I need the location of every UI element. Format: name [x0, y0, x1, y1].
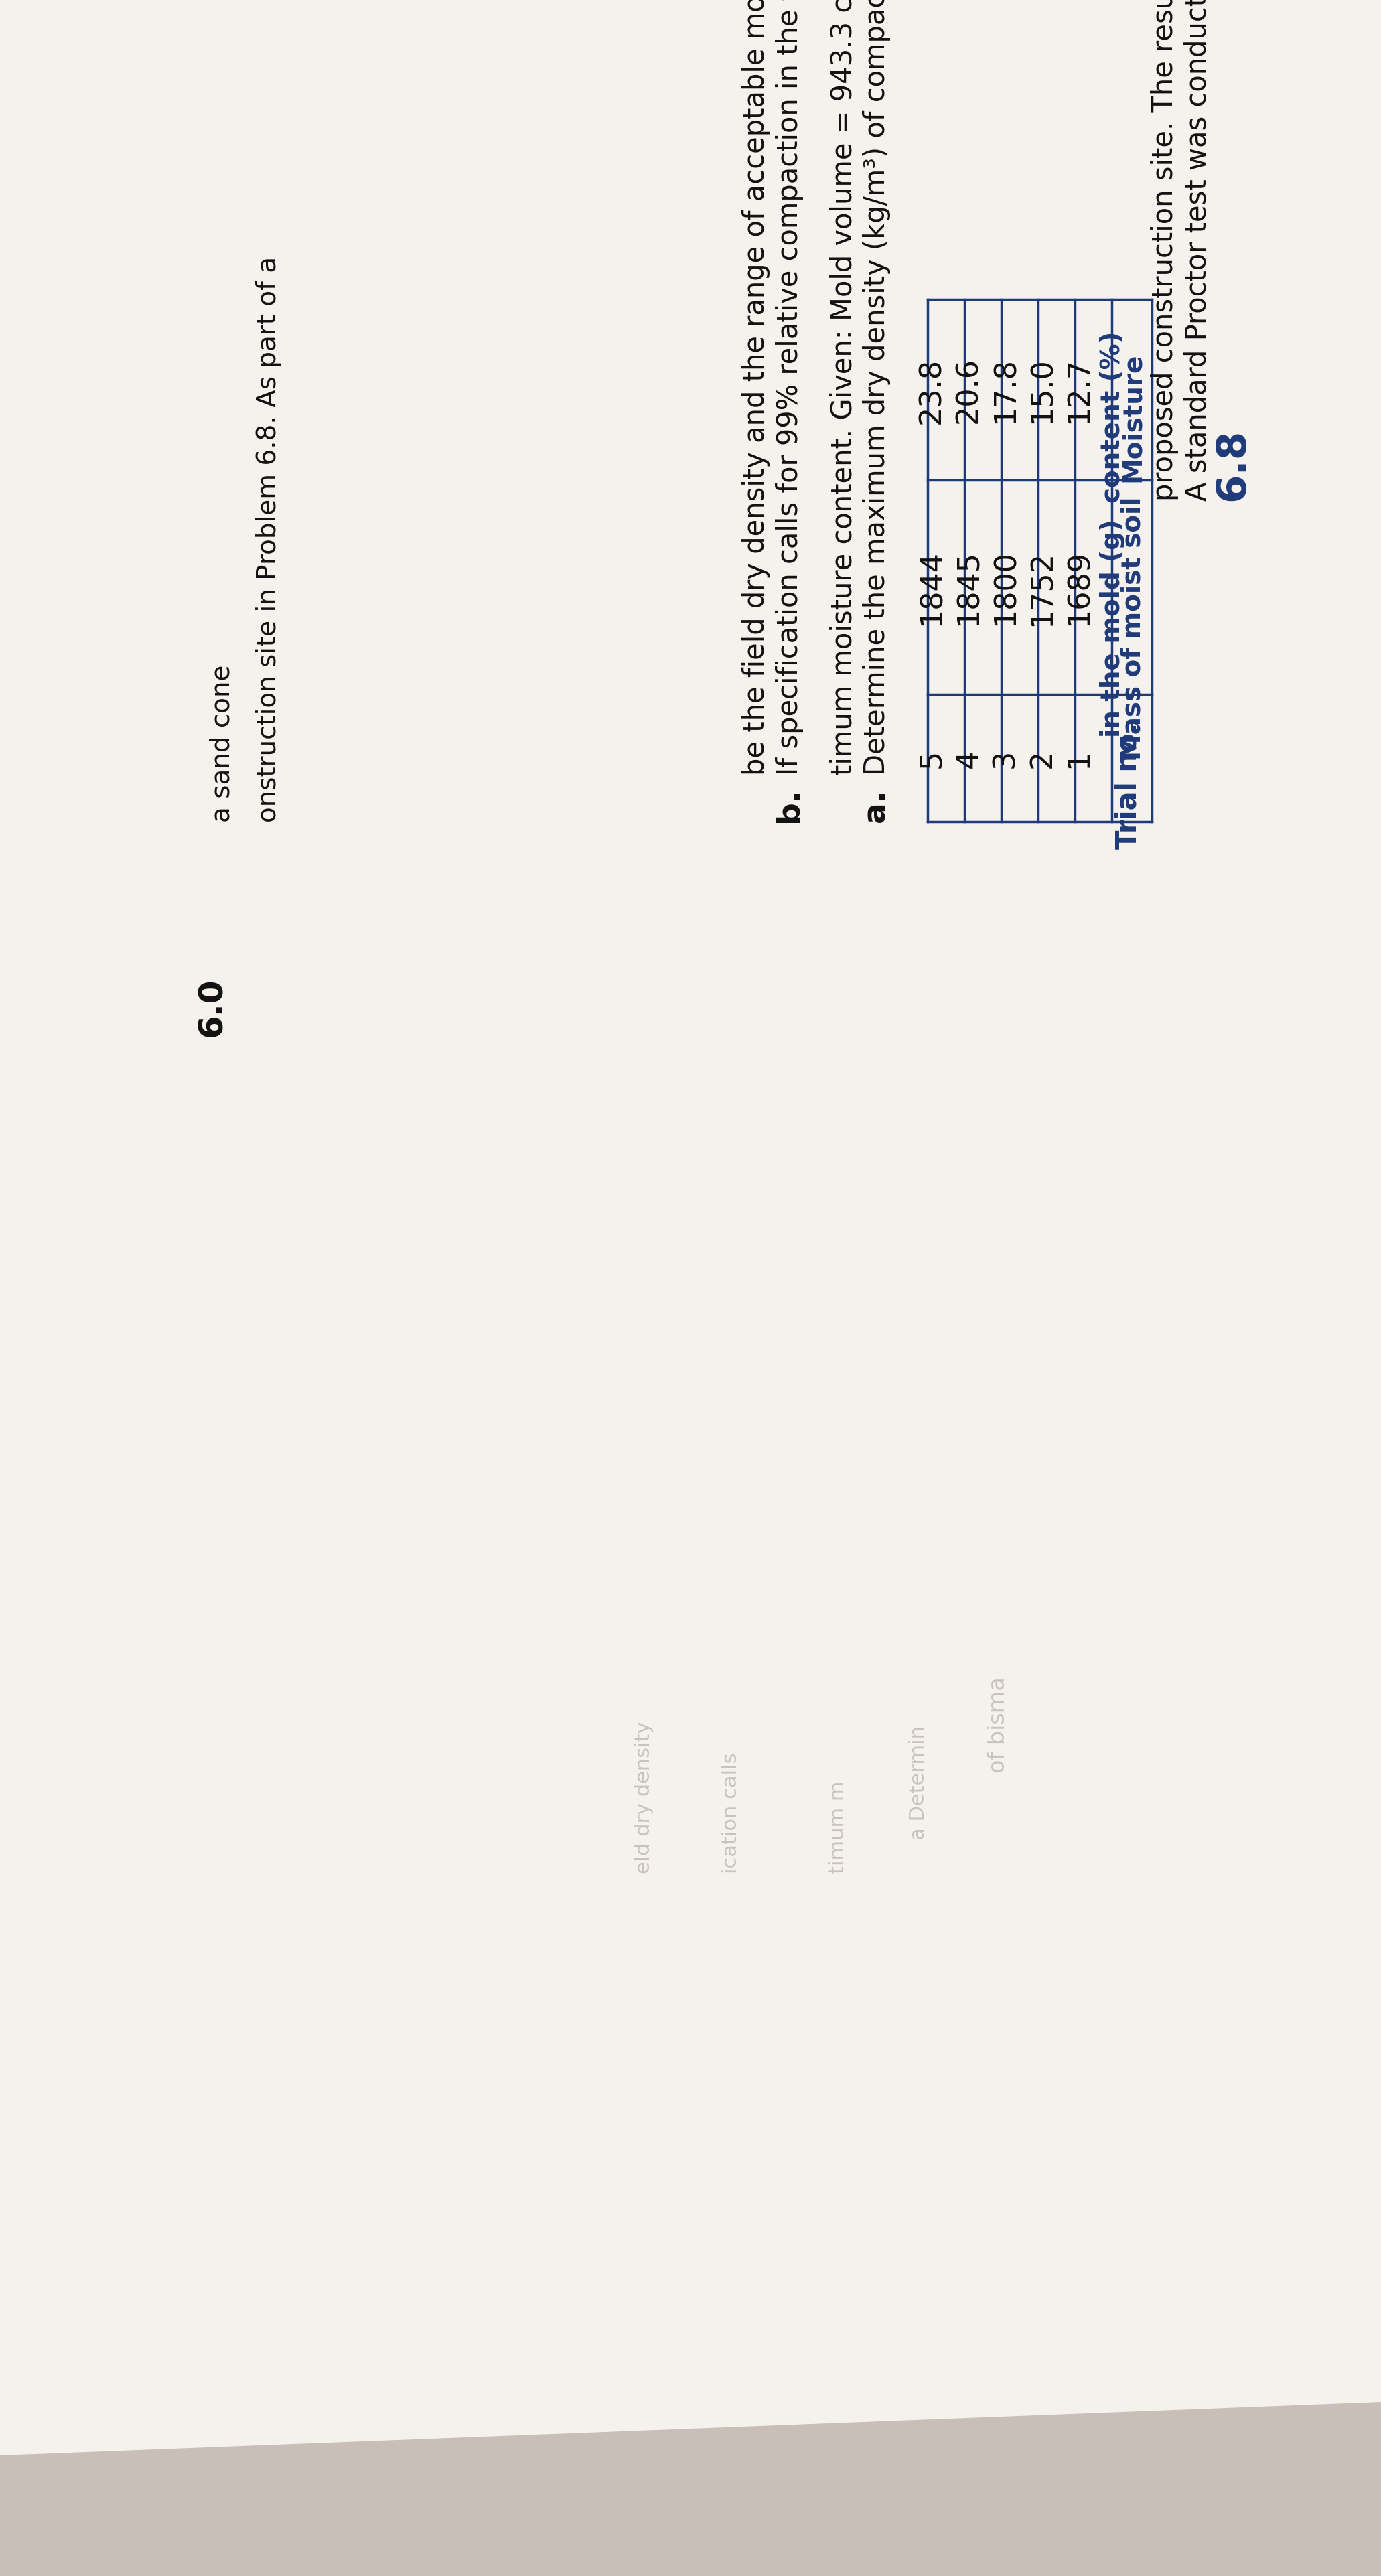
Text: proposed construction site. The results are shown in the following table.: proposed construction site. The results …: [1150, 0, 1179, 500]
Text: 2: 2: [1027, 750, 1056, 768]
Polygon shape: [0, 0, 1381, 2455]
Text: If specification calls for 99% relative compaction in the field, what would: If specification calls for 99% relative …: [776, 0, 804, 775]
Text: Moisture: Moisture: [1120, 353, 1145, 482]
Text: 1844: 1844: [917, 549, 946, 626]
Text: 1689: 1689: [1065, 549, 1094, 626]
Text: 15.0: 15.0: [1027, 358, 1056, 422]
Text: 1: 1: [1065, 750, 1094, 768]
Text: b.: b.: [773, 788, 804, 822]
Text: a.: a.: [860, 788, 891, 822]
Text: 20.6: 20.6: [954, 358, 983, 422]
Text: 6.0: 6.0: [196, 976, 228, 1036]
Text: Trial no.: Trial no.: [1113, 721, 1142, 848]
Text: be the field dry density and the range of acceptable moisture content?: be the field dry density and the range o…: [742, 0, 771, 775]
Text: of bisma: of bisma: [987, 1677, 1010, 1772]
Text: timum m: timum m: [829, 1780, 848, 1873]
Text: 17.8: 17.8: [992, 358, 1019, 422]
Text: a sand cone: a sand cone: [209, 665, 235, 822]
Text: eld dry density: eld dry density: [634, 1721, 653, 1873]
Text: A standard Proctor test was conducted on a silty clay soil collected from a: A standard Proctor test was conducted on…: [1184, 0, 1213, 500]
Text: timum moisture content. Given: Mold volume = 943.3 cm³.: timum moisture content. Given: Mold volu…: [829, 0, 858, 775]
Text: in the mold (g): in the mold (g): [1099, 518, 1126, 737]
Text: ication calls: ication calls: [721, 1752, 740, 1873]
Text: Mass of moist soil: Mass of moist soil: [1120, 497, 1145, 760]
Text: 6.8: 6.8: [1213, 428, 1253, 500]
Text: 23.8: 23.8: [917, 358, 946, 422]
Text: onstruction site in Problem 6.8. As part of a: onstruction site in Problem 6.8. As part…: [255, 255, 282, 822]
Text: a Determin: a Determin: [909, 1726, 928, 1839]
Text: 5: 5: [917, 750, 946, 768]
Text: 12.7: 12.7: [1065, 358, 1094, 422]
Text: 3: 3: [992, 750, 1019, 768]
Text: 1845: 1845: [954, 549, 983, 626]
Text: content (%): content (%): [1099, 332, 1126, 502]
Text: Determine the maximum dry density (kg/m³) of compaction and the op-: Determine the maximum dry density (kg/m³…: [863, 0, 891, 775]
Text: 1752: 1752: [1027, 549, 1056, 626]
Text: 1800: 1800: [992, 549, 1019, 626]
Text: 4: 4: [954, 750, 983, 768]
